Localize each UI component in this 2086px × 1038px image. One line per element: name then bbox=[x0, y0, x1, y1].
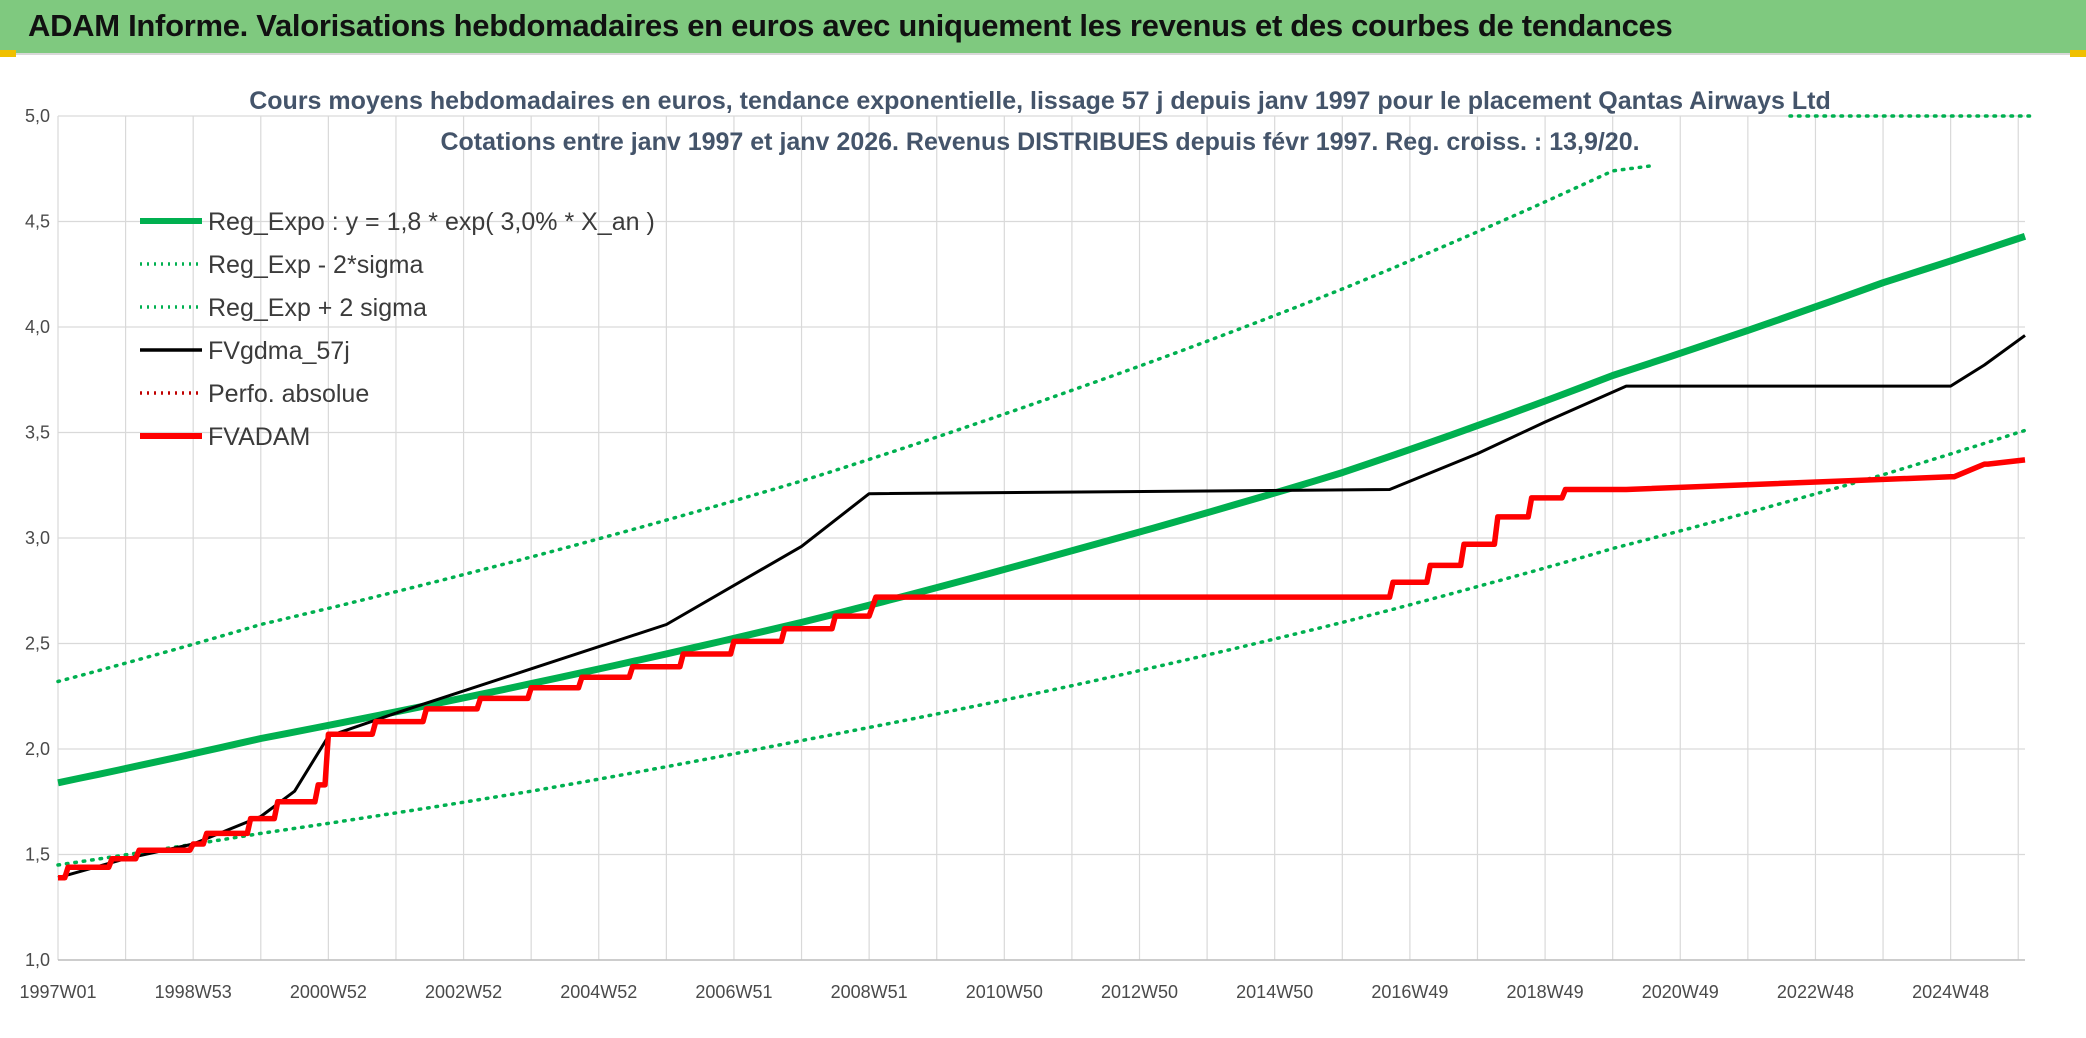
x-tick-label: 2006W51 bbox=[695, 982, 772, 1002]
corner-accent-right bbox=[2070, 50, 2086, 57]
y-tick-label: 3,5 bbox=[25, 423, 50, 443]
page-title: ADAM Informe. Valorisations hebdomadaire… bbox=[28, 8, 1673, 43]
series-fvgdma bbox=[57, 334, 2026, 880]
grid bbox=[57, 115, 2025, 961]
legend-label: Perfo. absolue bbox=[208, 380, 369, 408]
y-tick-label: 3,0 bbox=[25, 528, 50, 548]
x-tick-label: 2024W48 bbox=[1912, 982, 1989, 1002]
x-axis-ticks: 1997W01 1998W53 2000W52 2002W52 2004W52 2006W… bbox=[19, 982, 1989, 1002]
y-tick-label: 2,0 bbox=[25, 739, 50, 759]
chart-title: Cours moyens hebdomadaires en euros, ten… bbox=[249, 87, 1831, 156]
title-bar: ADAM Informe. Valorisations hebdomadaire… bbox=[0, 0, 2086, 55]
series-reg-exp-plus bbox=[56, 163, 1656, 684]
x-tick-label: 2010W50 bbox=[966, 982, 1043, 1002]
chart-title-line-2: Cotations entre janv 1997 et janv 2026. … bbox=[440, 128, 1639, 156]
legend-label: Reg_Exp + 2 sigma bbox=[208, 294, 427, 322]
legend-label: FVADAM bbox=[208, 423, 310, 451]
chart-title-line-1: Cours moyens hebdomadaires en euros, ten… bbox=[249, 87, 1831, 115]
y-tick-label: 2,5 bbox=[25, 634, 50, 654]
x-tick-label: 2008W51 bbox=[831, 982, 908, 1002]
x-tick-label: 2014W50 bbox=[1236, 982, 1313, 1002]
legend-label: Reg_Exp - 2*sigma bbox=[208, 251, 423, 279]
series-reg-exp-minus bbox=[56, 428, 2027, 867]
y-tick-label: 1,5 bbox=[25, 845, 50, 865]
x-tick-label: 2016W49 bbox=[1371, 982, 1448, 1002]
legend-label: FVgdma_57j bbox=[208, 337, 350, 365]
corner-accent-left bbox=[0, 50, 16, 57]
x-tick-label: 2018W49 bbox=[1507, 982, 1584, 1002]
x-tick-label: 2022W48 bbox=[1777, 982, 1854, 1002]
x-tick-label: 2012W50 bbox=[1101, 982, 1178, 1002]
x-tick-label: 2004W52 bbox=[560, 982, 637, 1002]
series-fvadam bbox=[58, 457, 2026, 881]
x-tick-label: 2000W52 bbox=[290, 982, 367, 1002]
series-reg-expo bbox=[57, 232, 2027, 787]
y-axis-ticks: 1,0 1,5 2,0 2,5 3,0 3,5 4,0 4,5 5,0 bbox=[25, 106, 50, 970]
x-tick-label: 2002W52 bbox=[425, 982, 502, 1002]
legend: Reg_Expo : y = 1,8 * exp( 3,0% * X_an ) R… bbox=[140, 208, 655, 451]
x-tick-label: 2020W49 bbox=[1642, 982, 1719, 1002]
y-tick-label: 4,5 bbox=[25, 212, 50, 232]
y-tick-label: 5,0 bbox=[25, 106, 50, 126]
legend-label: Reg_Expo : y = 1,8 * exp( 3,0% * X_an ) bbox=[208, 208, 655, 236]
y-tick-label: 1,0 bbox=[25, 950, 50, 970]
y-tick-label: 4,0 bbox=[25, 317, 50, 337]
series bbox=[56, 114, 2032, 881]
x-tick-label: 1997W01 bbox=[19, 982, 96, 1002]
x-tick-label: 1998W53 bbox=[155, 982, 232, 1002]
